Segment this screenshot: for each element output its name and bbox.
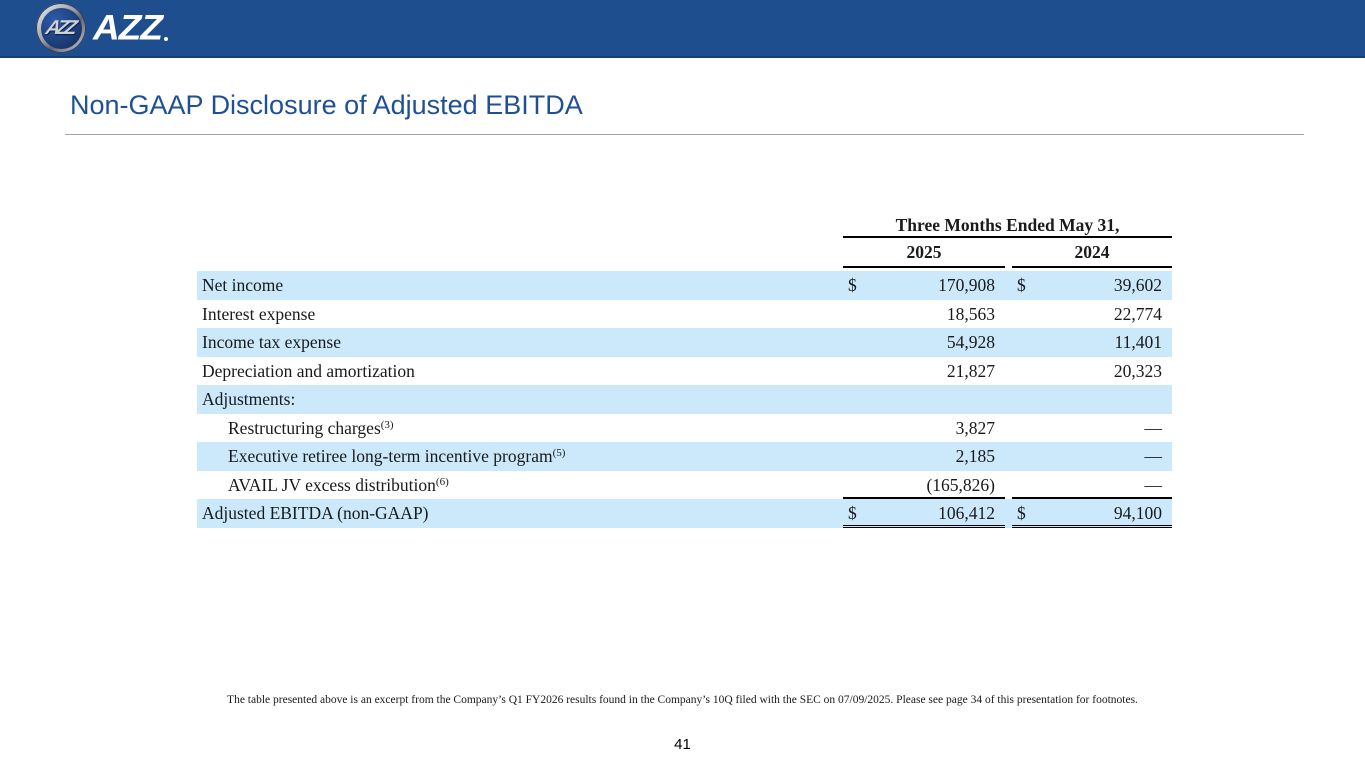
cell-value: 2,185 xyxy=(955,446,995,466)
dollar-sign: $ xyxy=(848,275,857,295)
row-label: Interest expense xyxy=(202,303,316,324)
dollar-sign: $ xyxy=(848,503,857,523)
cell-2025: $170,908 xyxy=(843,271,1005,300)
financial-table: Three Months Ended May 31, 2025 2024 Net in… xyxy=(197,214,1172,528)
row-label: Income tax expense xyxy=(202,332,341,352)
azz-monogram: AZZ xyxy=(43,16,75,39)
cell-value: 21,827 xyxy=(946,360,995,381)
cell-value xyxy=(848,385,1005,414)
cell-2024: $94,100 xyxy=(1012,499,1172,528)
cell-value: (165,826) xyxy=(926,474,995,495)
cell-value xyxy=(1017,385,1172,414)
cell-2025 xyxy=(843,385,1005,414)
column-gap xyxy=(1005,300,1012,329)
row-label: Adjusted EBITDA (non-GAAP) xyxy=(202,503,429,523)
azz-wordmark: AZZ xyxy=(93,8,163,47)
page-number: 41 xyxy=(674,736,691,753)
cell-value: 20,323 xyxy=(1113,360,1162,381)
table-row: Executive retiree long-term incentive pr… xyxy=(197,442,1172,471)
header-bar: AZZ AZZ xyxy=(0,0,1365,58)
cell-value: 106,412 xyxy=(938,503,995,523)
cell-2025: $106,412 xyxy=(843,499,1005,528)
cell-2025: (165,826) xyxy=(843,471,1005,499)
column-gap xyxy=(1005,385,1012,414)
footnote-ref: (6) xyxy=(435,475,449,488)
table-row: AVAIL JV excess distribution(6) (165,826)… xyxy=(197,471,1172,500)
column-gap xyxy=(1005,357,1012,386)
table-row: Depreciation and amortization 21,827 20,32… xyxy=(197,357,1172,386)
cell-value: 22,774 xyxy=(1113,303,1162,324)
cell-2025: 2,185 xyxy=(843,442,1005,471)
table-row: Income tax expense 54,928 11,401 xyxy=(197,328,1172,357)
cell-2024: 22,774 xyxy=(1012,300,1172,329)
cell-value: — xyxy=(1144,474,1163,495)
cell-value: 94,100 xyxy=(1113,503,1162,523)
row-label: Depreciation and amortization xyxy=(202,360,415,381)
cell-2024: 11,401 xyxy=(1012,328,1172,357)
title-divider xyxy=(65,134,1304,135)
page-title: Non-GAAP Disclosure of Adjusted EBITDA xyxy=(70,90,583,120)
table-row: Adjusted EBITDA (non-GAAP) $106,412 $94,10… xyxy=(197,499,1172,528)
table-year-header-row: 2025 2024 xyxy=(197,238,1172,268)
dollar-sign: $ xyxy=(1017,275,1026,295)
column-gap xyxy=(1005,271,1012,300)
cell-2024: — xyxy=(1012,442,1172,471)
cell-2025: 21,827 xyxy=(843,357,1005,386)
column-gap xyxy=(1005,328,1012,357)
azz-badge-icon: AZZ xyxy=(36,3,86,53)
spacer xyxy=(197,238,843,268)
cell-2024: — xyxy=(1012,414,1172,443)
azz-logo: AZZ AZZ xyxy=(36,2,168,54)
table-row: Adjustments: xyxy=(197,385,1172,414)
cell-2024: $39,602 xyxy=(1012,271,1172,300)
dollar-sign: $ xyxy=(1017,503,1026,523)
cell-2025: 18,563 xyxy=(843,300,1005,329)
cell-value: 3,827 xyxy=(955,417,995,438)
cell-2025: 3,827 xyxy=(843,414,1005,443)
column-gap xyxy=(1005,414,1012,443)
cell-2024: 20,323 xyxy=(1012,357,1172,386)
row-label: Net income xyxy=(202,275,284,295)
column-gap xyxy=(1005,238,1012,268)
table-row: Interest expense 18,563 22,774 xyxy=(197,300,1172,329)
row-label: AVAIL JV excess distribution(6) xyxy=(228,474,449,495)
spacer xyxy=(197,214,843,238)
azz-badge-inner: AZZ xyxy=(40,7,82,49)
azz-wordmark-dot xyxy=(163,37,168,41)
cell-value: 11,401 xyxy=(1114,332,1162,352)
table-row: Net income $170,908 $39,602 xyxy=(197,271,1172,300)
cell-value: — xyxy=(1144,446,1163,466)
cell-2024: — xyxy=(1012,471,1172,499)
table-row: Restructuring charges(3) 3,827 — xyxy=(197,414,1172,443)
footnote-ref: (3) xyxy=(380,418,394,431)
row-label: Restructuring charges(3) xyxy=(228,417,394,438)
column-gap xyxy=(1005,442,1012,471)
cell-value: 39,602 xyxy=(1113,275,1162,295)
column-header-2024: 2024 xyxy=(1012,238,1172,268)
cell-value: 18,563 xyxy=(946,303,995,324)
column-gap xyxy=(1005,499,1012,528)
cell-2024 xyxy=(1012,385,1172,414)
row-label: Executive retiree long-term incentive pr… xyxy=(228,446,566,466)
cell-value: — xyxy=(1144,417,1163,438)
footnote-text: The table presented above is an excerpt … xyxy=(227,694,1138,706)
column-header-2025: 2025 xyxy=(843,238,1005,268)
cell-2025: 54,928 xyxy=(843,328,1005,357)
column-gap xyxy=(1005,471,1012,500)
footnote-ref: (5) xyxy=(552,447,566,459)
table-column-group-header-row: Three Months Ended May 31, xyxy=(197,214,1172,238)
row-label: Adjustments: xyxy=(202,389,296,409)
cell-value: 54,928 xyxy=(946,332,995,352)
column-group-header: Three Months Ended May 31, xyxy=(843,214,1172,238)
cell-value: 170,908 xyxy=(938,275,995,295)
